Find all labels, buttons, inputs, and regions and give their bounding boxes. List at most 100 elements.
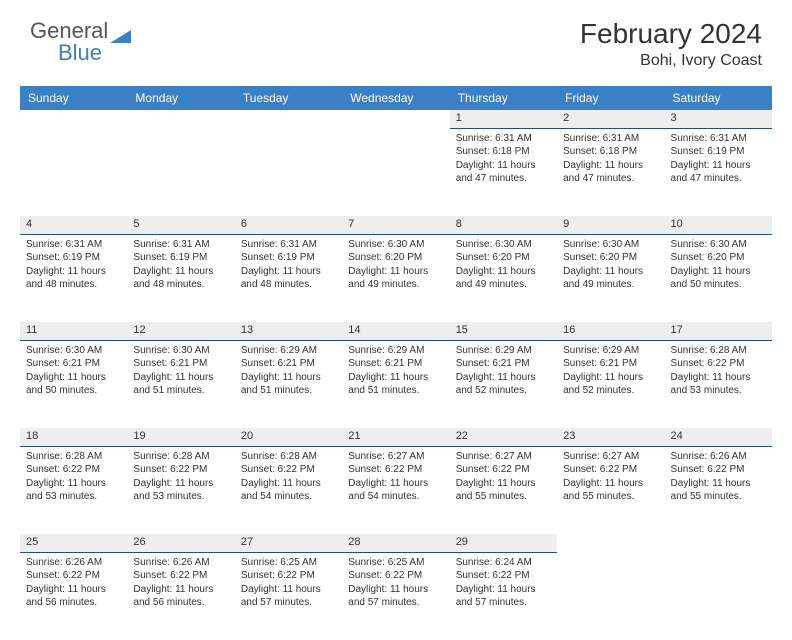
day-number: 15 (450, 322, 557, 340)
sunrise-text: Sunrise: 6:29 AM (348, 344, 443, 358)
daylight-text: Daylight: 11 hours and 47 minutes. (456, 159, 551, 186)
day-number: 27 (235, 534, 342, 552)
daylight-text: Daylight: 11 hours and 55 minutes. (563, 477, 658, 504)
sunrise-text: Sunrise: 6:31 AM (26, 238, 121, 252)
day-number: 11 (20, 322, 127, 340)
daylight-text: Daylight: 11 hours and 53 minutes. (26, 477, 121, 504)
sunrise-text: Sunrise: 6:30 AM (671, 238, 766, 252)
sunset-text: Sunset: 6:21 PM (26, 357, 121, 371)
day-details: Sunrise: 6:28 AMSunset: 6:22 PMDaylight:… (665, 340, 772, 428)
sunrise-text: Sunrise: 6:30 AM (26, 344, 121, 358)
day-number: 17 (665, 322, 772, 340)
sunrise-text: Sunrise: 6:26 AM (26, 556, 121, 570)
day-details: Sunrise: 6:24 AMSunset: 6:22 PMDaylight:… (450, 552, 557, 640)
day-number: 22 (450, 428, 557, 446)
day-details: Sunrise: 6:30 AMSunset: 6:21 PMDaylight:… (127, 340, 234, 428)
day-header: Thursday (450, 86, 557, 110)
sunrise-text: Sunrise: 6:30 AM (133, 344, 228, 358)
day-detail-row: Sunrise: 6:26 AMSunset: 6:22 PMDaylight:… (20, 552, 772, 640)
daylight-text: Daylight: 11 hours and 49 minutes. (563, 265, 658, 292)
day-number-row: 11121314151617 (20, 322, 772, 340)
day-detail-row: Sunrise: 6:28 AMSunset: 6:22 PMDaylight:… (20, 446, 772, 534)
day-details: Sunrise: 6:30 AMSunset: 6:21 PMDaylight:… (20, 340, 127, 428)
sunrise-text: Sunrise: 6:28 AM (26, 450, 121, 464)
daylight-text: Daylight: 11 hours and 51 minutes. (133, 371, 228, 398)
sunset-text: Sunset: 6:22 PM (133, 569, 228, 583)
day-details: Sunrise: 6:29 AMSunset: 6:21 PMDaylight:… (557, 340, 664, 428)
day-number: 20 (235, 428, 342, 446)
day-number: 28 (342, 534, 449, 552)
empty-cell (20, 128, 127, 216)
empty-cell (557, 534, 664, 552)
daylight-text: Daylight: 11 hours and 50 minutes. (671, 265, 766, 292)
daylight-text: Daylight: 11 hours and 50 minutes. (26, 371, 121, 398)
day-details: Sunrise: 6:30 AMSunset: 6:20 PMDaylight:… (665, 234, 772, 322)
daylight-text: Daylight: 11 hours and 57 minutes. (456, 583, 551, 610)
daylight-text: Daylight: 11 hours and 49 minutes. (456, 265, 551, 292)
day-header: Monday (127, 86, 234, 110)
daylight-text: Daylight: 11 hours and 53 minutes. (133, 477, 228, 504)
day-number-row: 18192021222324 (20, 428, 772, 446)
sunrise-text: Sunrise: 6:31 AM (671, 132, 766, 146)
day-number: 1 (450, 110, 557, 128)
day-details: Sunrise: 6:29 AMSunset: 6:21 PMDaylight:… (235, 340, 342, 428)
sunrise-text: Sunrise: 6:26 AM (671, 450, 766, 464)
day-details: Sunrise: 6:25 AMSunset: 6:22 PMDaylight:… (342, 552, 449, 640)
sunrise-text: Sunrise: 6:28 AM (133, 450, 228, 464)
sunrise-text: Sunrise: 6:29 AM (456, 344, 551, 358)
daylight-text: Daylight: 11 hours and 55 minutes. (456, 477, 551, 504)
day-details: Sunrise: 6:25 AMSunset: 6:22 PMDaylight:… (235, 552, 342, 640)
day-number: 13 (235, 322, 342, 340)
day-details: Sunrise: 6:31 AMSunset: 6:18 PMDaylight:… (557, 128, 664, 216)
sunrise-text: Sunrise: 6:25 AM (241, 556, 336, 570)
sunset-text: Sunset: 6:22 PM (671, 463, 766, 477)
day-number: 18 (20, 428, 127, 446)
sunset-text: Sunset: 6:22 PM (456, 569, 551, 583)
day-number: 7 (342, 216, 449, 234)
day-details: Sunrise: 6:31 AMSunset: 6:18 PMDaylight:… (450, 128, 557, 216)
daylight-text: Daylight: 11 hours and 48 minutes. (133, 265, 228, 292)
day-details: Sunrise: 6:31 AMSunset: 6:19 PMDaylight:… (235, 234, 342, 322)
day-header: Tuesday (235, 86, 342, 110)
sunset-text: Sunset: 6:22 PM (348, 463, 443, 477)
daylight-text: Daylight: 11 hours and 56 minutes. (133, 583, 228, 610)
sunrise-text: Sunrise: 6:29 AM (241, 344, 336, 358)
logo: GeneralBlue (30, 18, 132, 66)
sunset-text: Sunset: 6:19 PM (241, 251, 336, 265)
daylight-text: Daylight: 11 hours and 55 minutes. (671, 477, 766, 504)
daylight-text: Daylight: 11 hours and 49 minutes. (348, 265, 443, 292)
sunrise-text: Sunrise: 6:31 AM (241, 238, 336, 252)
day-number: 12 (127, 322, 234, 340)
day-details: Sunrise: 6:31 AMSunset: 6:19 PMDaylight:… (127, 234, 234, 322)
day-number: 24 (665, 428, 772, 446)
day-details: Sunrise: 6:27 AMSunset: 6:22 PMDaylight:… (450, 446, 557, 534)
sunrise-text: Sunrise: 6:25 AM (348, 556, 443, 570)
empty-cell (665, 534, 772, 552)
sunrise-text: Sunrise: 6:31 AM (456, 132, 551, 146)
daylight-text: Daylight: 11 hours and 54 minutes. (348, 477, 443, 504)
sunset-text: Sunset: 6:21 PM (456, 357, 551, 371)
daylight-text: Daylight: 11 hours and 54 minutes. (241, 477, 336, 504)
empty-cell (342, 128, 449, 216)
day-number-row: 45678910 (20, 216, 772, 234)
sunset-text: Sunset: 6:22 PM (133, 463, 228, 477)
sunrise-text: Sunrise: 6:27 AM (456, 450, 551, 464)
sunset-text: Sunset: 6:22 PM (563, 463, 658, 477)
header: GeneralBlue February 2024 Bohi, Ivory Co… (0, 0, 792, 78)
empty-cell (235, 128, 342, 216)
day-number: 4 (20, 216, 127, 234)
sunset-text: Sunset: 6:20 PM (563, 251, 658, 265)
day-number: 2 (557, 110, 664, 128)
empty-cell (665, 552, 772, 640)
sunset-text: Sunset: 6:20 PM (671, 251, 766, 265)
daylight-text: Daylight: 11 hours and 57 minutes. (348, 583, 443, 610)
day-number-row: 123 (20, 110, 772, 128)
day-details: Sunrise: 6:27 AMSunset: 6:22 PMDaylight:… (557, 446, 664, 534)
day-details: Sunrise: 6:29 AMSunset: 6:21 PMDaylight:… (342, 340, 449, 428)
day-details: Sunrise: 6:28 AMSunset: 6:22 PMDaylight:… (127, 446, 234, 534)
day-number: 21 (342, 428, 449, 446)
day-details: Sunrise: 6:30 AMSunset: 6:20 PMDaylight:… (557, 234, 664, 322)
day-details: Sunrise: 6:28 AMSunset: 6:22 PMDaylight:… (235, 446, 342, 534)
day-header: Saturday (665, 86, 772, 110)
day-header-row: Sunday Monday Tuesday Wednesday Thursday… (20, 86, 772, 110)
